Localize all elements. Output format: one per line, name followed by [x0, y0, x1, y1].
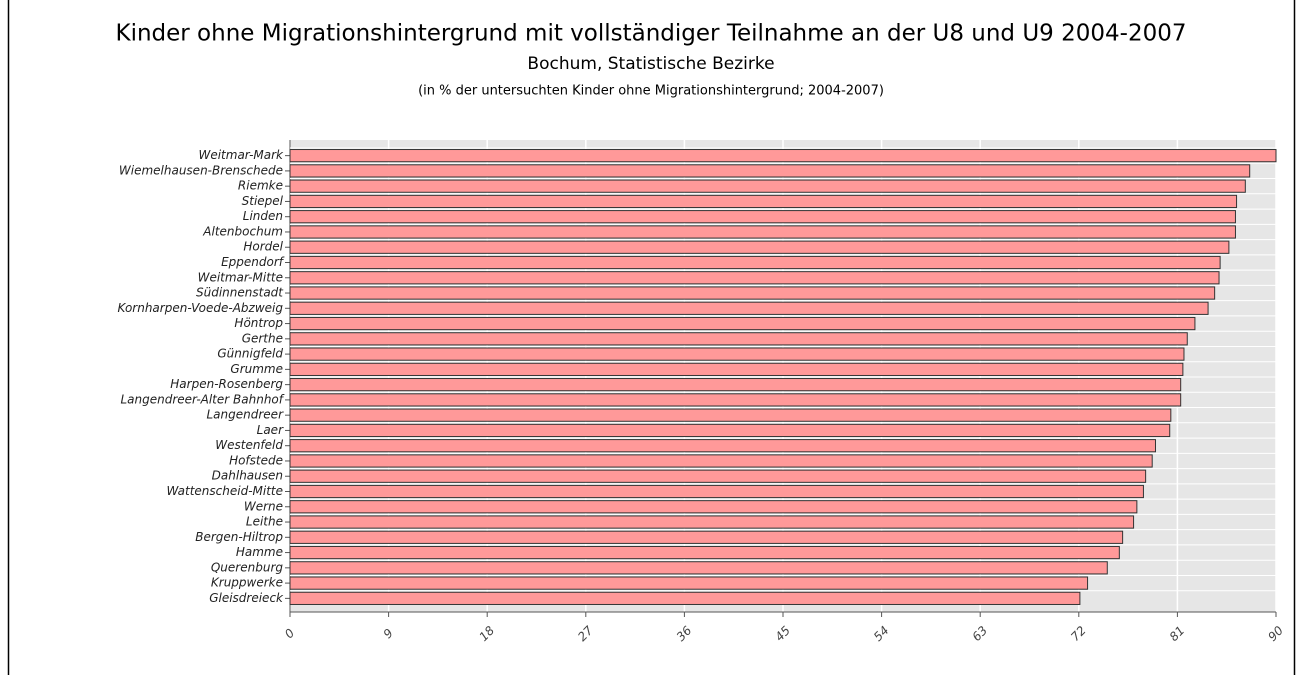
y-tick-label: Weitmar-Mark — [198, 148, 284, 162]
bar — [289, 271, 1220, 285]
y-tick-label: Hofstede — [229, 453, 283, 467]
y-tick-label: Grumme — [230, 362, 283, 376]
y-tick-label: Stiepel — [242, 194, 284, 208]
chart-title: Kinder ohne Migrationshintergrund mit vo… — [115, 21, 1186, 47]
bar — [289, 210, 1236, 224]
y-tick-label: Weitmar-Mitte — [198, 270, 283, 284]
y-tick-label: Südinnenstadt — [196, 286, 284, 300]
y-tick-label: Linden — [243, 209, 283, 223]
y-tick-label: Hamme — [236, 545, 283, 559]
bar — [289, 423, 1171, 438]
bar — [289, 179, 1246, 193]
y-tick-label: Günnigfeld — [217, 347, 283, 361]
x-tick-label: 0 — [282, 626, 298, 642]
bar — [289, 454, 1153, 468]
y-tick-label: Harpen-Rosenberg — [170, 377, 283, 391]
x-tick-label: 63 — [969, 623, 990, 644]
y-tick-label: Hordel — [243, 240, 283, 254]
y-tick-label: Langendreer — [207, 408, 285, 422]
bar — [289, 408, 1172, 422]
x-tick-label: 18 — [476, 623, 497, 644]
bar — [289, 393, 1182, 407]
y-tick-label: Werne — [244, 499, 283, 513]
bar — [289, 545, 1120, 560]
bar — [289, 515, 1135, 529]
y-tick-label: Gleisdreieck — [209, 591, 284, 605]
bar — [289, 439, 1156, 453]
chart-note: (in % der untersuchten Kinder ohne Migra… — [418, 84, 884, 99]
y-tick-label: Gerthe — [242, 331, 283, 345]
bar — [289, 561, 1108, 575]
chart-subtitle: Bochum, Statistische Bezirke — [527, 54, 774, 74]
y-tick-label: Dahlhausen — [212, 469, 283, 483]
x-tick-label: 45 — [772, 623, 793, 644]
y-tick-label: Wattenscheid-Mitte — [166, 484, 283, 498]
bar — [289, 225, 1236, 239]
bar — [289, 347, 1185, 361]
bar — [289, 255, 1221, 270]
x-tick-label: 81 — [1167, 623, 1188, 644]
bar — [289, 194, 1238, 209]
x-tick-label: 36 — [674, 623, 695, 644]
y-tick-label: Riemke — [238, 179, 283, 193]
x-tick-label: 72 — [1068, 623, 1089, 644]
y-tick-label: Langendreer-Alter Bahnhof — [120, 392, 284, 406]
y-tick-label: Höntrop — [234, 316, 283, 330]
bar — [289, 316, 1196, 331]
y-tick-label: Wiemelhausen-Brenschede — [119, 163, 283, 177]
y-tick-label: Eppendorf — [221, 255, 285, 269]
bar — [289, 301, 1209, 315]
bar — [289, 240, 1230, 254]
bar — [289, 591, 1081, 605]
bar — [289, 484, 1144, 499]
bar — [289, 500, 1138, 514]
bar — [289, 286, 1216, 300]
x-tick-label: 27 — [575, 623, 596, 644]
bar — [289, 332, 1188, 346]
bar — [289, 378, 1182, 392]
bar — [289, 576, 1089, 590]
y-tick-label: Westenfeld — [215, 438, 283, 452]
y-tick-label: Laer — [257, 423, 284, 437]
bar — [289, 164, 1251, 178]
y-tick-label: Bergen-Hiltrop — [195, 530, 283, 544]
y-tick-label: Leithe — [246, 515, 283, 529]
bar — [289, 149, 1277, 163]
y-tick-label: Altenbochum — [202, 224, 283, 238]
y-tick-label: Querenburg — [211, 560, 284, 574]
y-tick-label: Kornharpen-Voede-Abzweig — [118, 301, 284, 315]
bar — [289, 530, 1124, 544]
x-tick-label: 54 — [871, 623, 892, 644]
x-tick-label: 9 — [381, 626, 396, 641]
y-tick-label: Kruppwerke — [211, 576, 283, 590]
x-tick-label: 90 — [1265, 623, 1286, 644]
bar — [289, 362, 1184, 376]
bar — [289, 469, 1147, 483]
